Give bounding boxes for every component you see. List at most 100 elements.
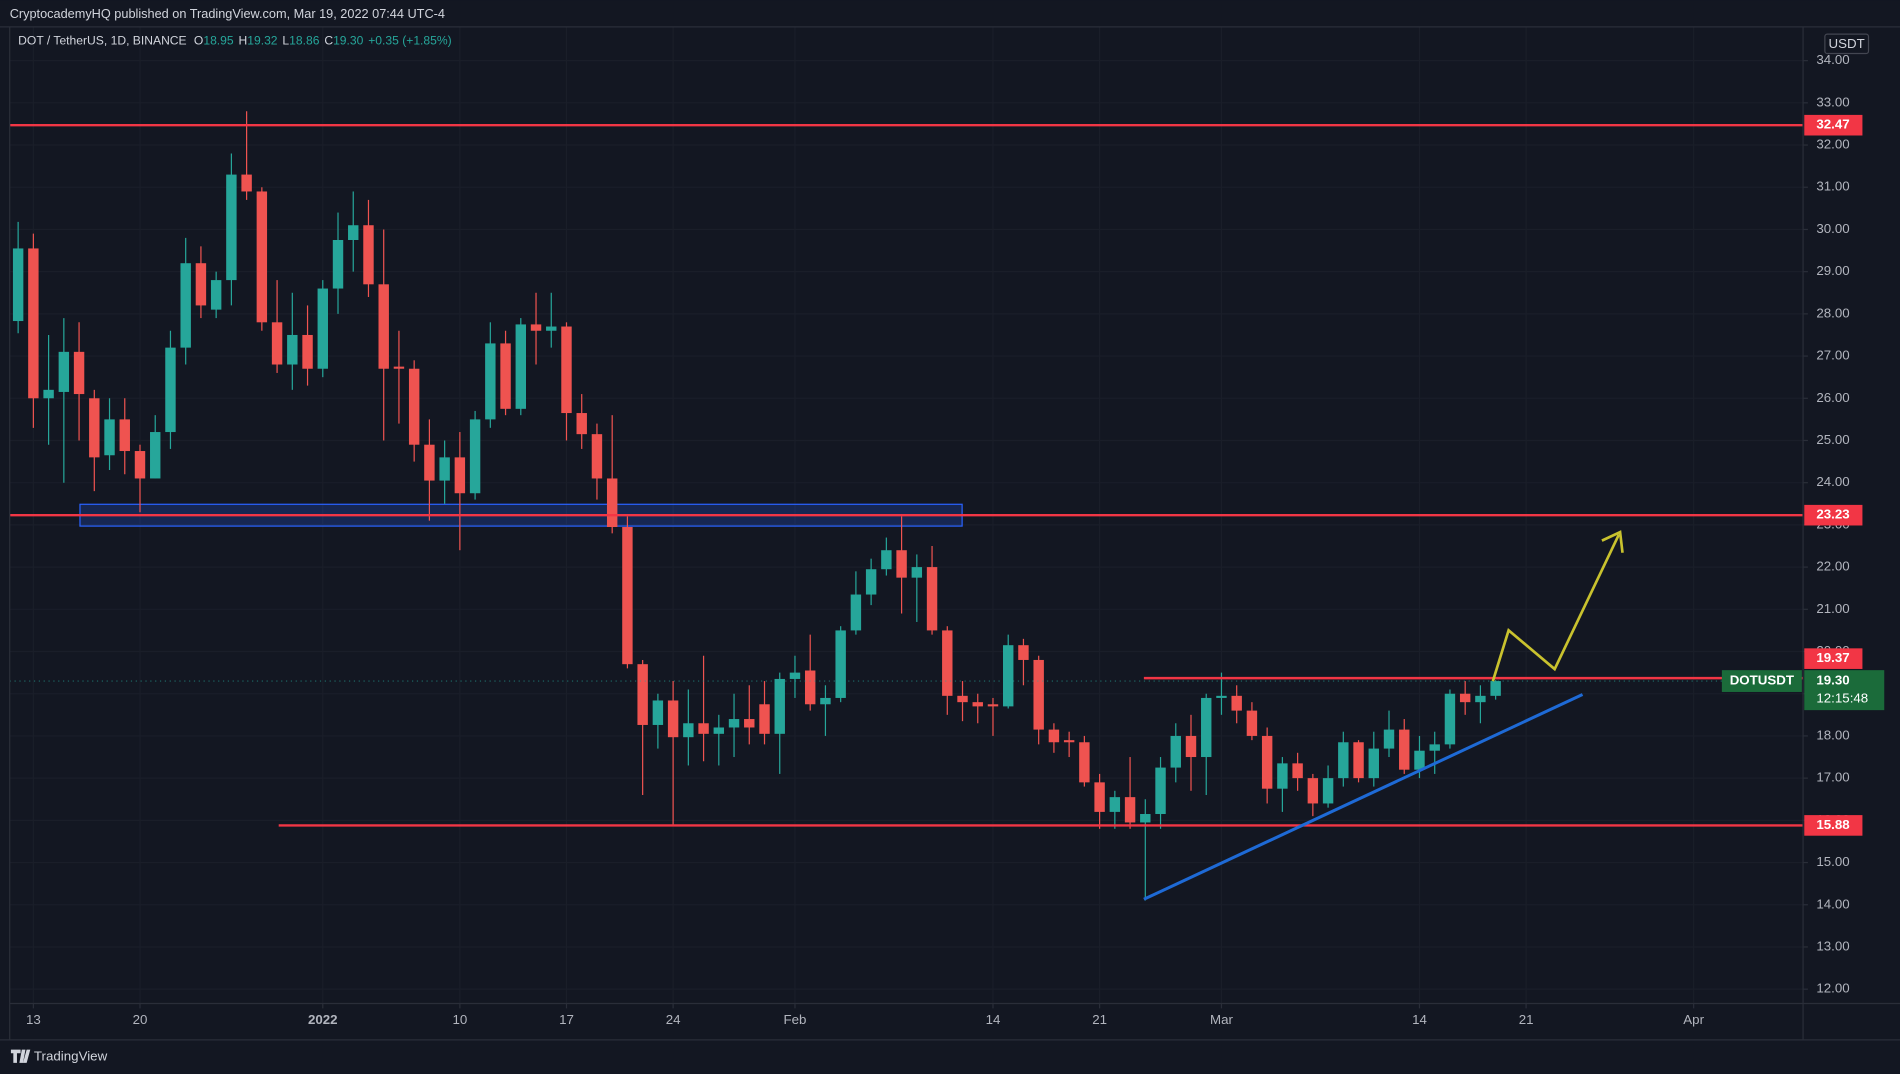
candle-body (1063, 740, 1075, 743)
candle-body (1307, 778, 1319, 804)
y-tick-label: 13.00 (1816, 938, 1849, 953)
x-tick-label: 2022 (308, 1012, 338, 1027)
candle-body (1459, 693, 1471, 703)
candle-body (1079, 742, 1090, 783)
candle-body (881, 550, 892, 570)
candle-body (926, 567, 938, 631)
candle-body (576, 413, 587, 435)
candle-body (1124, 797, 1136, 823)
candle-body (241, 174, 252, 192)
legend-key: L (282, 34, 289, 48)
x-tick-label: 21 (1092, 1012, 1107, 1027)
candle-body (744, 719, 755, 728)
level-badge (1804, 815, 1863, 836)
candle-body (637, 664, 648, 725)
candle-body (1261, 735, 1273, 789)
candle-body (104, 419, 115, 456)
legend-value: 19.30 (333, 34, 364, 48)
last-price-label: 19.30 (1816, 673, 1849, 688)
candle-body (180, 263, 191, 348)
candle-body (683, 723, 694, 738)
candle-body (698, 723, 709, 734)
legend-change: +0.35 (+1.85%) (368, 34, 451, 48)
candle-body (363, 225, 374, 285)
candle-body (12, 248, 24, 322)
level-label: 32.47 (1816, 117, 1849, 132)
x-tick-label: Feb (783, 1012, 806, 1027)
candle-body (622, 527, 633, 665)
candle-body (942, 630, 953, 696)
y-tick-label: 25.00 (1816, 432, 1849, 447)
candle-body (774, 678, 785, 734)
candle-body (287, 334, 298, 365)
candle-body (804, 670, 816, 705)
level-label: 19.37 (1816, 650, 1849, 665)
brand-logo (10, 1049, 31, 1063)
candle-body (546, 326, 557, 331)
candle-body (150, 432, 161, 479)
candle-body (226, 174, 237, 281)
candle-body (271, 322, 283, 365)
candle-body (89, 398, 100, 458)
candle-body (1109, 797, 1121, 812)
candle-body (1231, 695, 1242, 711)
x-tick-label: 24 (666, 1012, 681, 1027)
candle-body (73, 351, 85, 395)
candle-body (667, 700, 679, 738)
legend-key: C (324, 34, 333, 48)
candle-body (378, 284, 389, 369)
y-tick-label: 26.00 (1816, 390, 1849, 405)
y-tick-label: 29.00 (1816, 263, 1849, 278)
candle-body (972, 702, 983, 707)
publisher: CryptocademyHQ published on TradingView.… (10, 6, 445, 21)
y-tick-label: 32.00 (1816, 137, 1849, 152)
y-tick-label: 21.00 (1816, 601, 1849, 616)
candle-body (1170, 735, 1181, 768)
candle-body (789, 672, 801, 679)
candle-body (1368, 748, 1379, 779)
y-tick-label: 14.00 (1816, 896, 1849, 911)
logo (10, 1049, 31, 1063)
y-tick-label: 15.00 (1816, 854, 1849, 869)
x-tick-label: 20 (133, 1012, 148, 1027)
candle-body (332, 240, 344, 289)
candles (12, 111, 1501, 901)
symbol-legend: DOT / TetherUS, 1D, BINANCE O18.95 H19.32 L… (18, 34, 452, 48)
candle-body (1292, 763, 1303, 779)
symbol-badge-label: DOTUSDT (1730, 673, 1794, 688)
candle-body (393, 366, 405, 369)
level-label: 23.23 (1816, 507, 1849, 522)
candle-body (1246, 710, 1258, 736)
candle-body (424, 444, 435, 481)
x-tick-label: 14 (986, 1012, 1001, 1027)
candle-body (1322, 778, 1334, 804)
candle-body (911, 567, 923, 578)
y-tick-label: 27.00 (1816, 348, 1849, 363)
candle-body (469, 419, 481, 494)
candle-body (58, 351, 70, 392)
candle-body (1338, 742, 1349, 779)
y-tick-label: 24.00 (1816, 474, 1849, 489)
x-tick-label: 13 (26, 1012, 41, 1027)
y-tick-label: 31.00 (1816, 179, 1849, 194)
x-tick-label: 21 (1519, 1012, 1534, 1027)
drawings (1143, 530, 1624, 901)
candle-body (1399, 729, 1410, 770)
candle-body (1277, 763, 1288, 789)
x-tick-label: Mar (1210, 1012, 1233, 1027)
candle-body (1003, 645, 1014, 707)
axis-unit: USDT (1829, 36, 1865, 51)
x-tick-label: 10 (452, 1012, 467, 1027)
candle-body (1475, 695, 1486, 703)
y-tick-label: 28.00 (1816, 305, 1849, 320)
candle-body (302, 334, 313, 369)
candle-body (317, 288, 328, 369)
axes: 12.0013.0014.0015.0016.0017.0018.0019.00… (26, 52, 1885, 1027)
candle-body (591, 434, 603, 479)
candle-body (865, 569, 877, 595)
trend-line (1143, 693, 1584, 901)
y-tick-label: 18.00 (1816, 727, 1849, 742)
